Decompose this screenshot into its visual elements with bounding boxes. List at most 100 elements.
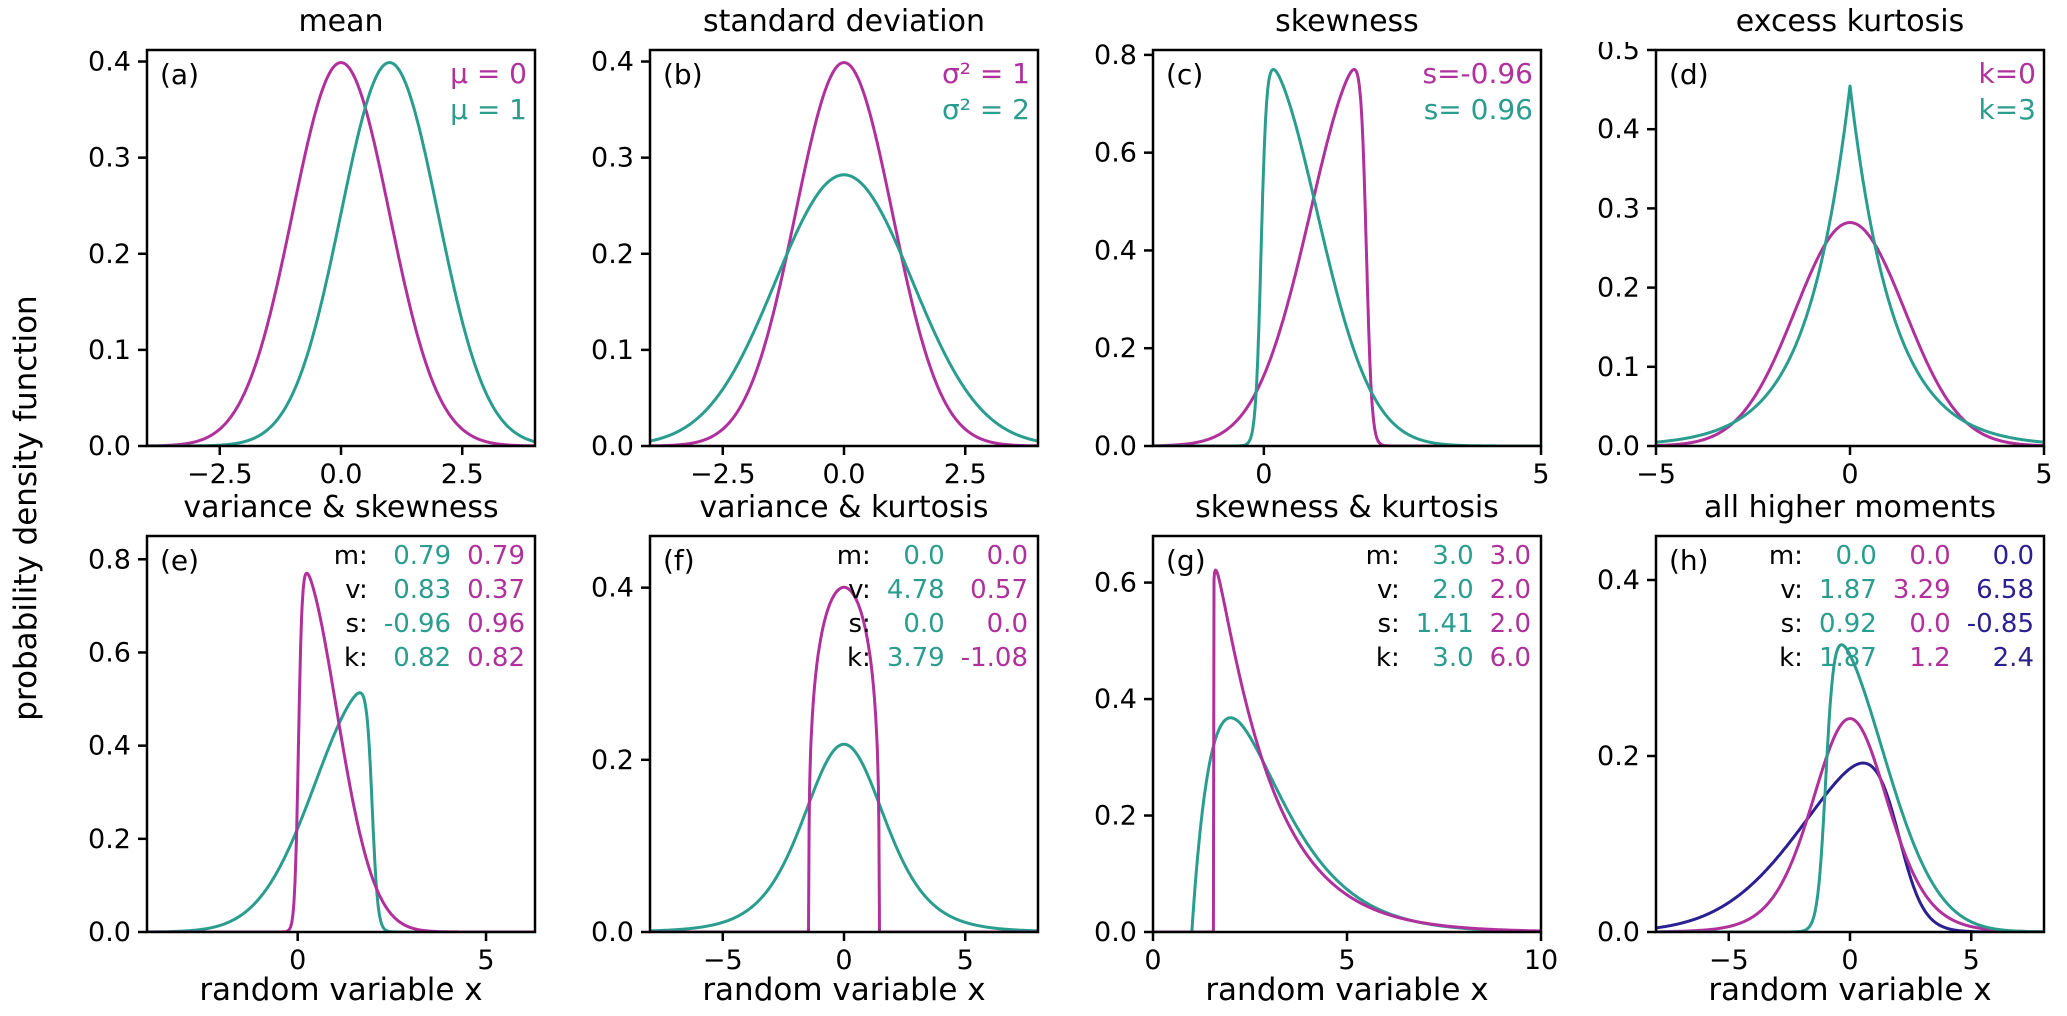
moment-row-label: v: [1780, 575, 1803, 605]
moment-row-label: v: [1377, 575, 1400, 605]
moment-value: -0.96 [383, 609, 452, 639]
y-tick-label: 0.0 [88, 917, 131, 948]
plot-wrap-c: 0 5 0.0 0.2 0.4 0.6 0.8 (c) s=-0.96 s= 0.96 [1058, 42, 1561, 486]
panel-title-b: standard deviation [702, 4, 986, 39]
moment-row-label: s: [1780, 609, 1803, 639]
x-tick-label: 5 [957, 945, 974, 972]
x-tick-label: 2.5 [441, 459, 484, 486]
plot-wrap-e: 0 5 0.0 0.2 0.4 0.6 0.8 (e) m: 0.79 0.79 v: 0.83 0.37… [52, 528, 555, 972]
moment-row-label: k: [1375, 643, 1400, 673]
y-tick-label: 0.4 [1094, 684, 1137, 715]
panel-title-d: excess kurtosis [1735, 4, 1965, 39]
x-axis-label-h: random variable x [1708, 972, 1992, 1008]
y-axis-label-wrap: probability density function [0, 0, 52, 1016]
curve-gamma-strong-skew [1153, 568, 1541, 932]
moment-value: 0.92 [1818, 609, 1877, 639]
curve-kurtosis-3-laplace [1656, 84, 2044, 444]
moment-value: 0.57 [970, 575, 1028, 605]
y-tick-label: 0.0 [1597, 431, 1640, 462]
y-tick-label: 0.4 [591, 573, 634, 604]
plot-wrap-h: −5 0 5 0.0 0.2 0.4 (h) m: 0.0 0.0 0.0 v: 1.87 3.29 6.5… [1561, 528, 2064, 972]
moment-row-label: k: [847, 643, 871, 673]
plot-svg-g: 0 5 10 0.0 0.2 0.4 0.6 [1094, 534, 1558, 972]
legend-entry: s= 0.96 [1423, 93, 1533, 126]
legend-entry: k=3 [1978, 93, 2037, 126]
curve-flat-top [650, 585, 1038, 932]
legend-entry: s=-0.96 [1422, 57, 1534, 90]
panel-letter-b: (b) [663, 58, 703, 91]
panel-b: standard deviation −2.5 0.0 2.5 0.0 0.1 0.2 0.3… [555, 0, 1058, 486]
y-tick-label: 0.1 [1597, 352, 1640, 383]
y-tick-label: 0.0 [591, 431, 634, 462]
axes-box [145, 534, 537, 934]
panel-f: variance & kurtosis −5 0 5 0.0 0.2 0.4 (f) m: 0.0… [555, 486, 1058, 1016]
moment-row-label: m: [333, 541, 368, 571]
y-tick-label: 0.8 [1094, 42, 1137, 71]
curve-normal-mu0 [147, 61, 535, 446]
panel-title-e: variance & skewness [183, 490, 499, 525]
y-tick-label: 0.4 [591, 47, 634, 78]
moment-value: 0.82 [467, 643, 525, 673]
panel-letter-e: (e) [160, 544, 200, 577]
legend-c: s=-0.96 s= 0.96 [1423, 56, 1534, 128]
legend-entry: σ² = 1 [941, 57, 1030, 90]
moments-legend-e: m: 0.79 0.79 v: 0.83 0.37 s: -0.96 0.96 k: 0.82 0.8… [318, 540, 525, 676]
plot-wrap-b: −2.5 0.0 2.5 0.0 0.1 0.2 0.3 0.4 (b) σ² = 1 σ² = 2 [555, 42, 1058, 486]
moment-row-label: m: [1365, 541, 1400, 571]
moment-value: 3.0 [1432, 643, 1474, 673]
moment-value: 1.87 [1818, 575, 1877, 605]
moment-value: 0.37 [467, 575, 525, 605]
moment-value: 0.96 [467, 609, 525, 639]
y-tick-label: 0.2 [88, 239, 131, 270]
legend-entry: σ² = 2 [941, 93, 1030, 126]
panel-title-g: skewness & kurtosis [1195, 490, 1499, 525]
plot-wrap-f: −5 0 5 0.0 0.2 0.4 (f) m: 0.0 0.0 v: 4.78 0.57 s: 0.0 0… [555, 528, 1058, 972]
curve-symmetric-leptokurtic [1656, 717, 2044, 932]
curve-normal-var2 [650, 173, 1038, 443]
moments-table: m: 0.0 0.0 v: 4.78 0.57 s: 0.0 0.0 k: 3.79 -1.08 [821, 540, 1028, 676]
x-tick-label: 0.0 [823, 459, 866, 486]
moment-value: -1.08 [960, 643, 1028, 673]
plot-svg-d: −5 0 5 0.0 0.1 0.2 0.3 0.4 0.5 [1597, 42, 2053, 486]
x-tick-label: 5 [1532, 459, 1549, 486]
plot-svg-a: −2.5 0.0 2.5 0.0 0.1 0.2 0.3 0.4 [88, 47, 537, 486]
panel-title-h: all higher moments [1704, 490, 1996, 525]
panel-g: skewness & kurtosis 0 5 10 0.0 0.2 0.4 0.6 (g) m:… [1058, 486, 1561, 1016]
moments-table: m: 0.0 0.0 0.0 v: 1.87 3.29 6.58 s: 0.92 0.0 -0.85 k… [1753, 540, 2034, 676]
y-tick-label: 0.3 [591, 143, 634, 174]
y-tick-label: 0.0 [1094, 917, 1137, 948]
moment-value: 2.0 [1432, 575, 1474, 605]
panel-letter-d: (d) [1669, 58, 1709, 91]
curve-skew-negative [1153, 68, 1541, 446]
y-tick-label: 0.6 [1094, 138, 1137, 169]
panel-letter-a: (a) [160, 58, 200, 91]
y-tick-label: 0.3 [88, 143, 131, 174]
moment-value: 3.79 [886, 643, 945, 673]
y-tick-label: 0.3 [1597, 193, 1640, 224]
y-tick-label: 0.0 [88, 431, 131, 462]
x-tick-label: 0 [1841, 945, 1858, 972]
x-tick-label: 0 [835, 945, 852, 972]
panel-letter-c: (c) [1166, 58, 1204, 91]
curve-normal-var1 [650, 61, 1038, 446]
moment-value: 6.0 [1489, 643, 1531, 673]
panel-title-a: mean [298, 4, 384, 39]
x-tick-label: −5 [1636, 459, 1676, 486]
moment-row-label: v: [848, 575, 871, 605]
plot-svg-c: 0 5 0.0 0.2 0.4 0.6 0.8 [1094, 42, 1550, 486]
curve-broad-left-skewed [1656, 761, 2044, 932]
curve-narrow-right-skewed [1656, 643, 2044, 932]
panel-letter-g: (g) [1166, 544, 1206, 577]
moment-value: 0.83 [393, 575, 452, 605]
x-tick-label: 5 [1963, 945, 1980, 972]
y-tick-label: 0.2 [591, 745, 634, 776]
moment-row-label: v: [345, 575, 368, 605]
x-tick-label: −5 [703, 945, 743, 972]
moment-value: -0.85 [1966, 609, 2034, 639]
moment-value: 0.82 [393, 643, 452, 673]
panel-c: skewness 0 5 0.0 0.2 0.4 0.6 0.8 (c) s=-0.96 s= 0.… [1058, 0, 1561, 486]
y-tick-label: 0.2 [1597, 273, 1640, 304]
